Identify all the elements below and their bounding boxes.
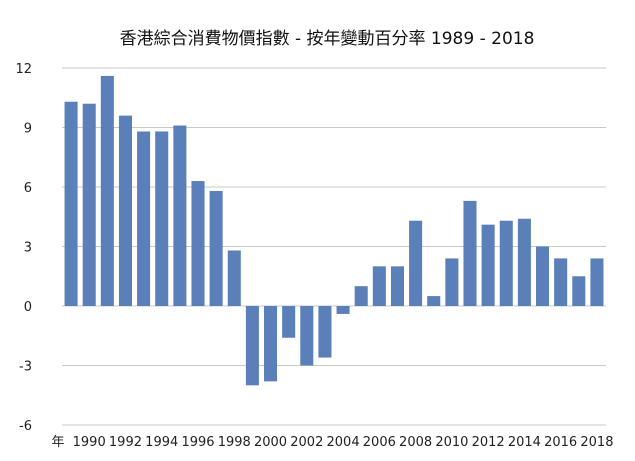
y-tick-label: 9 <box>24 122 32 137</box>
chart-title: 香港綜合消費物價指數 - 按年變動百分率 1989 - 2018 <box>120 29 535 49</box>
x-tick-label: 2012 <box>472 435 505 450</box>
bar-2007 <box>390 266 404 306</box>
bar-2010 <box>445 258 459 306</box>
x-axis-ticks: 1990 1992 1994 1996 1998 2000 2002 2004 2006 2008… <box>73 435 614 450</box>
bar-2009 <box>427 296 441 306</box>
bar-2014 <box>517 218 531 306</box>
bar-1989 <box>64 101 78 306</box>
y-tick-label: 0 <box>24 300 32 315</box>
bar-2003 <box>318 306 332 358</box>
y-tick-label: 6 <box>24 181 32 196</box>
x-tick-label: 2008 <box>399 435 432 450</box>
x-tick-label: 2010 <box>435 435 468 450</box>
gridlines <box>62 67 606 426</box>
y-tick-label: 3 <box>24 241 32 256</box>
bar-1992 <box>118 115 132 306</box>
y-tick-label: -6 <box>19 419 32 434</box>
y-tick-label: 12 <box>15 62 32 77</box>
bar-2018 <box>590 258 604 306</box>
x-tick-label: 1994 <box>145 435 178 450</box>
bar-2011 <box>463 200 477 306</box>
bar-2017 <box>572 276 586 306</box>
x-tick-label: 2014 <box>508 435 541 450</box>
bar-2006 <box>372 266 386 306</box>
bar-1991 <box>100 75 114 306</box>
y-axis-ticks: 12 9 6 3 0 -3 -6 <box>15 62 32 434</box>
bar-2008 <box>409 220 423 306</box>
x-tick-label: 1996 <box>181 435 214 450</box>
x-tick-label: 2002 <box>290 435 323 450</box>
bar-2001 <box>282 306 296 338</box>
bar-2012 <box>481 224 495 306</box>
x-tick-label: 2018 <box>580 435 613 450</box>
x-tick-label: 2004 <box>327 435 360 450</box>
bar-1994 <box>155 131 169 306</box>
bar-2004 <box>336 306 350 314</box>
x-tick-label: 1998 <box>218 435 251 450</box>
x-tick-label: 1992 <box>109 435 142 450</box>
bar-1993 <box>137 131 151 306</box>
x-tick-label: 2016 <box>544 435 577 450</box>
x-axis-label: 年 <box>51 435 64 450</box>
x-tick-label: 1990 <box>73 435 106 450</box>
bar-2005 <box>354 286 368 306</box>
bar-1999 <box>245 306 259 386</box>
bar-1996 <box>191 181 205 306</box>
bar-2016 <box>554 258 568 306</box>
bar-2002 <box>300 306 314 366</box>
bar-1990 <box>82 103 96 306</box>
bar-2013 <box>499 220 513 306</box>
bar-2015 <box>536 246 550 306</box>
x-tick-label: 2000 <box>254 435 287 450</box>
bar-1995 <box>173 125 187 307</box>
bar-1998 <box>227 250 241 306</box>
x-tick-label: 2006 <box>363 435 396 450</box>
bar-2000 <box>264 306 278 382</box>
bars <box>64 75 604 386</box>
bar-1997 <box>209 190 223 306</box>
y-tick-label: -3 <box>19 360 32 375</box>
